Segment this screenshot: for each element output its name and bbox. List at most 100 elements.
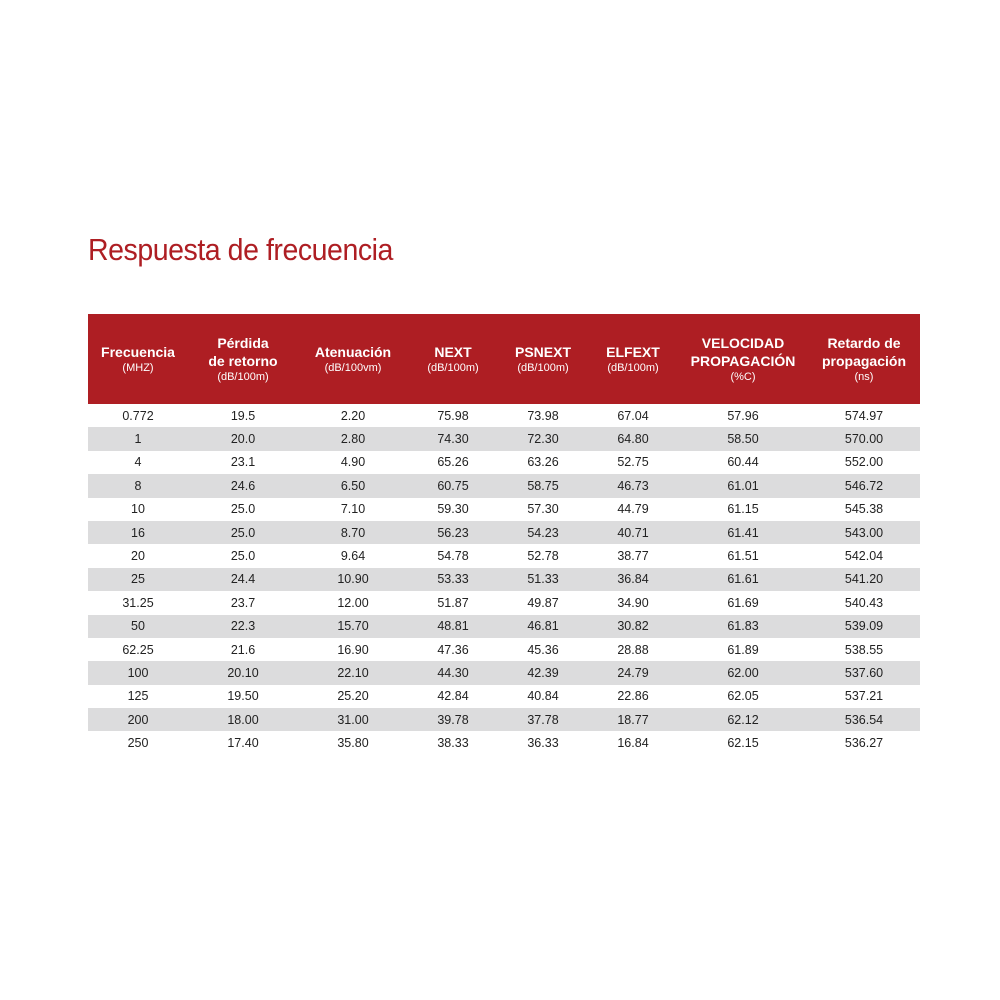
table-cell: 22.10 xyxy=(337,665,369,680)
table-cell: 58.50 xyxy=(727,432,759,447)
table-cell: 53.33 xyxy=(437,572,469,587)
table-cell: 22.3 xyxy=(230,619,256,634)
table-cell: 20.0 xyxy=(230,432,256,447)
table-cell: 35.80 xyxy=(337,736,369,751)
table-cell: 46.73 xyxy=(617,478,649,493)
table-cell: 24.79 xyxy=(617,665,649,680)
table-row: 20 25.0 9.64 54.78 52.78 38.77 61.51 542.04 xyxy=(88,544,920,567)
table-row: 31.25 23.7 12.00 51.87 49.87 34.90 61.69 540.43 xyxy=(88,591,920,614)
table-cell: 1 xyxy=(134,432,142,447)
table-cell: 25.20 xyxy=(337,689,369,704)
table-cell: 42.84 xyxy=(437,689,469,704)
table-row: 8 24.6 6.50 60.75 58.75 46.73 61.01 546.72 xyxy=(88,474,920,498)
table-cell: 24.6 xyxy=(230,478,256,493)
column-header: Frecuencia (MHZ) xyxy=(88,314,188,404)
column-header-name: Pérdida de retorno xyxy=(208,335,278,369)
table-cell: 7.10 xyxy=(340,502,366,517)
table-cell: 58.75 xyxy=(527,478,559,493)
table-cell: 8.70 xyxy=(340,525,366,540)
table-cell: 16.84 xyxy=(617,736,649,751)
table-cell: 18.00 xyxy=(227,712,259,727)
table-cell: 61.69 xyxy=(727,595,759,610)
table-cell: 570.00 xyxy=(844,432,884,447)
table-cell: 38.33 xyxy=(437,736,469,751)
table-cell: 60.44 xyxy=(727,455,759,470)
table-cell: 539.09 xyxy=(844,619,884,634)
table-cell: 545.38 xyxy=(844,502,884,517)
column-header-unit: (MHZ) xyxy=(122,362,154,374)
table-cell: 61.41 xyxy=(727,525,759,540)
column-header-name: ELFEXT xyxy=(606,344,660,360)
table-cell: 62.05 xyxy=(727,689,759,704)
table-row: 100 20.10 22.10 44.30 42.39 24.79 62.00 537.60 xyxy=(88,661,920,685)
table-cell: 61.89 xyxy=(727,642,759,657)
table-cell: 10.90 xyxy=(337,572,369,587)
table-cell: 20 xyxy=(131,549,145,564)
column-header-name: Atenuación xyxy=(314,344,392,360)
header-row: Frecuencia (MHZ) Pérdida de retorno (dB/100… xyxy=(88,314,920,404)
table-cell: 22.86 xyxy=(617,689,649,704)
table-cell: 541.20 xyxy=(844,572,884,587)
table-cell: 6.50 xyxy=(340,478,366,493)
table-cell: 542.04 xyxy=(844,549,884,564)
table-header: Frecuencia (MHZ) Pérdida de retorno (dB/100… xyxy=(88,314,920,404)
table-cell: 25.0 xyxy=(230,549,256,564)
column-header-name: VELOCIDAD PROPAGACIÓN xyxy=(690,335,796,369)
table-cell: 63.26 xyxy=(527,455,559,470)
table-cell: 40.84 xyxy=(527,689,559,704)
column-header: Pérdida de retorno (dB/100m) xyxy=(188,314,298,404)
table-row: 25 24.4 10.90 53.33 51.33 36.84 61.61 541.20 xyxy=(88,567,920,592)
table-cell: 61.83 xyxy=(727,619,759,634)
table-cell: 46.81 xyxy=(527,619,559,634)
column-header: NEXT (dB/100m) xyxy=(408,314,498,404)
table-cell: 61.15 xyxy=(727,502,759,517)
table-cell: 543.00 xyxy=(844,525,884,540)
table-cell: 538.55 xyxy=(844,642,884,657)
table-cell: 59.30 xyxy=(437,502,469,517)
table-row: 62.25 21.6 16.90 47.36 45.36 28.88 61.89 538.55 xyxy=(88,638,920,661)
table-cell: 54.23 xyxy=(527,525,559,540)
table-cell: 28.88 xyxy=(617,642,649,657)
table-cell: 51.87 xyxy=(437,595,469,610)
table-cell: 52.78 xyxy=(527,549,559,564)
table-cell: 552.00 xyxy=(844,455,884,470)
table-cell: 42.39 xyxy=(527,665,559,680)
table-cell: 536.27 xyxy=(844,736,884,751)
table-body: 0.772 19.5 2.20 75.98 73.98 67.04 57.96 574.97 1… xyxy=(88,404,920,755)
table-cell: 537.60 xyxy=(844,665,884,680)
table-cell: 25 xyxy=(131,572,145,587)
column-header-unit: (dB/100m) xyxy=(607,362,659,374)
table-cell: 64.80 xyxy=(617,432,649,447)
column-header-unit: (dB/100m) xyxy=(217,371,269,383)
table-cell: 546.72 xyxy=(844,478,884,493)
column-header-name: Frecuencia xyxy=(101,344,175,360)
table-cell: 38.77 xyxy=(617,549,649,564)
table-cell: 25.0 xyxy=(230,502,256,517)
table-cell: 49.87 xyxy=(527,595,559,610)
frequency-response-table: Frecuencia (MHZ) Pérdida de retorno (dB/100… xyxy=(88,314,920,755)
table-row: 125 19.50 25.20 42.84 40.84 22.86 62.05 537.21 xyxy=(88,685,920,708)
table-cell: 200 xyxy=(127,712,149,727)
table-cell: 52.75 xyxy=(617,455,649,470)
table-cell: 31.25 xyxy=(122,595,154,610)
table-cell: 45.36 xyxy=(527,642,559,657)
table-cell: 20.10 xyxy=(227,665,259,680)
table-cell: 250 xyxy=(127,736,149,751)
table-cell: 47.36 xyxy=(437,642,469,657)
table-cell: 44.79 xyxy=(617,502,649,517)
column-header-unit: (%C) xyxy=(730,371,756,383)
column-header-name: NEXT xyxy=(434,344,472,360)
table-cell: 2.80 xyxy=(340,432,366,447)
table-cell: 2.20 xyxy=(340,408,366,423)
column-header-name: Retardo de propagación xyxy=(821,335,906,369)
table-row: 50 22.3 15.70 48.81 46.81 30.82 61.83 539.09 xyxy=(88,614,920,638)
table-cell: 16 xyxy=(131,525,145,540)
table-row: 10 25.0 7.10 59.30 57.30 44.79 61.15 545.38 xyxy=(88,498,920,521)
table-cell: 48.81 xyxy=(437,619,469,634)
table-row: 16 25.0 8.70 56.23 54.23 40.71 61.41 543.00 xyxy=(88,520,920,545)
table-cell: 57.30 xyxy=(527,502,559,517)
table-cell: 34.90 xyxy=(617,595,649,610)
table-cell: 62.12 xyxy=(727,712,759,727)
table-cell: 62.15 xyxy=(727,736,759,751)
table-cell: 10 xyxy=(131,502,145,517)
